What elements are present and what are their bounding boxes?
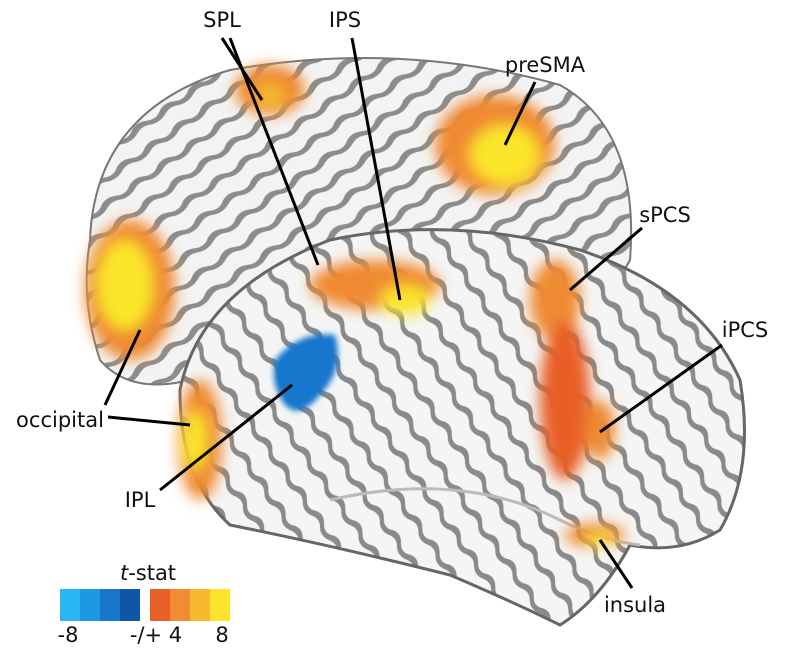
colorbar-tick-label: 8 (215, 623, 228, 647)
colorbar-swatch (190, 589, 210, 621)
colorbar-swatch (150, 589, 170, 621)
region-label: sPCS (639, 203, 691, 227)
colorbar-swatch (210, 589, 230, 621)
colorbar-swatch (120, 589, 140, 621)
colorbar-swatch (100, 589, 120, 621)
figure: SPL IPS preSMA sPCS iPCS occipital IPL i… (0, 0, 785, 652)
region-label: occipital (16, 408, 104, 432)
region-label: preSMA (505, 53, 586, 77)
region-label: insula (604, 593, 666, 617)
colorbar-tick-label: -8 (58, 623, 79, 647)
front-hemisphere (178, 230, 745, 625)
region-label: iPCS (722, 318, 769, 342)
colorbar-title-rest: -stat (128, 561, 176, 585)
region-label: SPL (203, 8, 241, 32)
colorbar-tick-label: -/+ 4 (130, 623, 182, 647)
region-label: IPL (125, 488, 156, 512)
colorbar: t-stat -8 -/+ 4 8 (58, 561, 230, 647)
colorbar-title: t-stat (120, 561, 176, 585)
colorbar-swatch (60, 589, 80, 621)
colorbar-swatch (80, 589, 100, 621)
colorbar-swatch (170, 589, 190, 621)
region-label: IPS (329, 8, 361, 32)
